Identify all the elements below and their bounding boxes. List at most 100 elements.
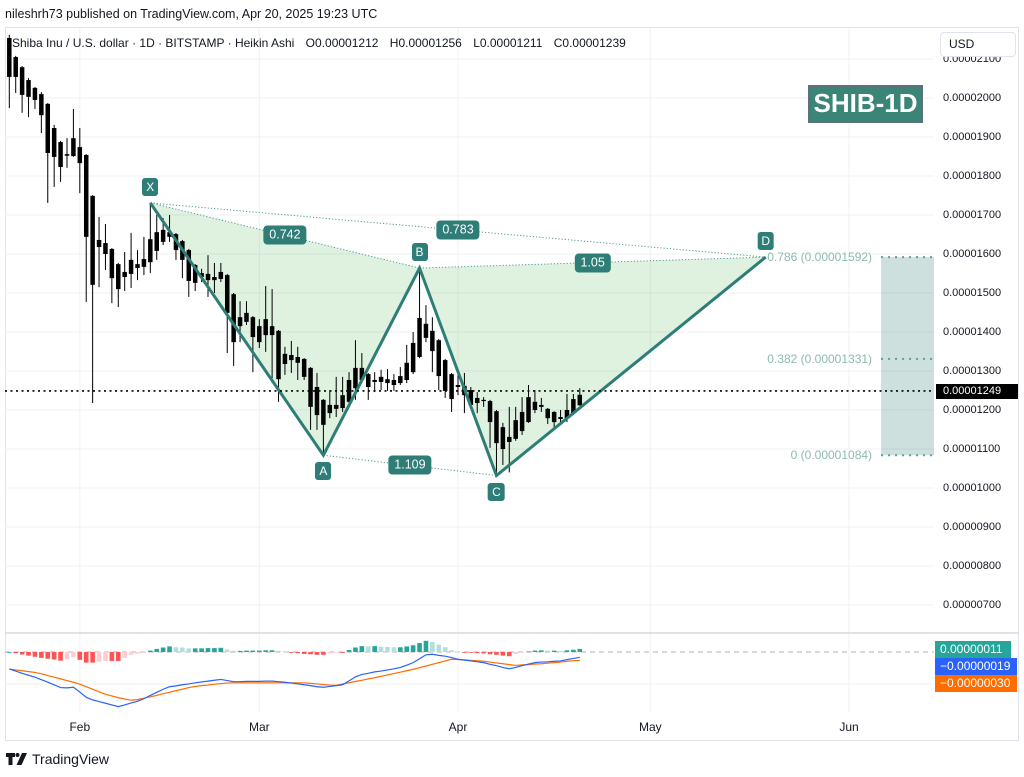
candle-body xyxy=(391,379,397,386)
macd-histogram-bar xyxy=(519,652,525,653)
pattern-ratio-line xyxy=(150,202,766,258)
xabcd-pattern-legs[interactable] xyxy=(149,202,767,479)
macd-histogram-bar xyxy=(353,647,358,652)
fib-level-label: 0.786 (0.00001592) xyxy=(767,250,873,265)
macd-histogram-bar xyxy=(314,652,320,655)
macd-histogram-bar xyxy=(545,650,551,652)
candle-body xyxy=(314,386,320,416)
macd-histogram-bar xyxy=(148,650,153,652)
macd-histogram-bar xyxy=(564,650,570,652)
macd-signal-line xyxy=(9,658,580,701)
harmonic-pattern-fill xyxy=(150,202,766,476)
macd-histogram-bar xyxy=(289,652,294,653)
time-axis-label: May xyxy=(638,720,662,734)
candle-body xyxy=(551,411,557,423)
macd-histogram-bar xyxy=(462,652,467,653)
candle-body xyxy=(64,154,70,156)
macd-histogram-bar xyxy=(186,648,192,652)
macd-histogram-bar xyxy=(308,652,313,655)
candle-body xyxy=(13,57,18,77)
macd-histogram-bar xyxy=(256,650,262,652)
macd-histogram-bar xyxy=(32,652,38,657)
symbol-legend: Shiba Inu / U.S. dollar · 1D · BITSTAMP … xyxy=(12,36,626,50)
macd-histogram-bar xyxy=(160,647,166,652)
macd-histogram-bar xyxy=(410,645,416,652)
macd-histogram-bar xyxy=(417,643,422,652)
macd-histogram-bar xyxy=(90,652,95,663)
macd-histogram-bar xyxy=(51,652,57,660)
macd-histogram-bar xyxy=(7,652,12,653)
macd-histogram-bar xyxy=(237,650,243,652)
fib-retracement-drawing[interactable] xyxy=(881,256,934,457)
macd-histogram-bar xyxy=(231,650,236,652)
fib-level-label: 0 (0.00001084) xyxy=(790,448,873,463)
last-price-badge: 0.00001249 xyxy=(936,384,1018,399)
candle-body xyxy=(500,427,506,449)
candle-body xyxy=(487,401,493,423)
fib-zone[interactable] xyxy=(881,257,934,456)
pattern-point-label-a: A xyxy=(315,462,332,481)
candle-body xyxy=(398,376,403,384)
price-axis-label: 0.00001700 xyxy=(943,209,1002,221)
macd-histogram-bar xyxy=(39,652,44,658)
tradingview-logo-icon xyxy=(6,753,27,765)
macd-histogram-bar xyxy=(154,648,160,652)
macd-histogram-bar xyxy=(218,647,224,652)
price-axis-label: 0.00001000 xyxy=(943,482,1002,494)
time-axis-label: Jun xyxy=(839,720,859,734)
macd-histogram-bar xyxy=(13,652,19,654)
macd-histogram-bar xyxy=(430,641,435,652)
macd-histogram-bar xyxy=(199,648,204,652)
macd-histogram-bar xyxy=(385,646,390,652)
macd-indicator-pane xyxy=(5,640,934,708)
candle-body xyxy=(167,232,172,237)
bcd-triangle-fill xyxy=(419,257,766,476)
macd-histogram-bar xyxy=(391,647,397,652)
price-axis-label: 0.00000900 xyxy=(943,521,1002,533)
candle-body xyxy=(539,404,544,407)
price-axis-label: 0.00001900 xyxy=(943,131,1002,143)
macd-histogram-bar xyxy=(282,651,288,653)
ohlc-high: H0.00001256 xyxy=(389,36,462,50)
candle-body xyxy=(321,399,326,425)
candle-body xyxy=(282,353,288,364)
candle-body xyxy=(481,399,486,402)
publish-info: nileshrh73 published on TradingView.com,… xyxy=(5,7,378,21)
chart-title-badge: SHIB-1D xyxy=(808,85,923,123)
candle-body xyxy=(109,248,115,279)
macd-histogram-bar xyxy=(103,652,108,661)
currency-button[interactable]: USD xyxy=(940,32,1016,57)
macd-histogram-bar xyxy=(494,652,499,655)
candle-body xyxy=(77,147,83,164)
macd-histogram-bar xyxy=(474,652,480,654)
macd-histogram-bar xyxy=(167,646,172,652)
candle-body xyxy=(257,326,262,343)
macd-histogram-bar xyxy=(192,648,198,652)
macd-histogram-bar xyxy=(128,652,134,655)
candle-body xyxy=(192,264,198,283)
candle-body xyxy=(39,94,44,116)
candle-body xyxy=(295,356,300,363)
macd-histogram-bar xyxy=(577,648,583,652)
candle-body xyxy=(51,128,57,157)
candlestick-series xyxy=(7,34,583,476)
candle-body xyxy=(436,340,442,377)
macd-histogram-bar xyxy=(449,650,454,652)
macd-line-value: −0.00000019 xyxy=(935,658,1017,675)
macd-histogram-bar xyxy=(340,652,345,653)
time-axis-label: Mar xyxy=(248,720,270,734)
candle-body xyxy=(545,408,550,419)
candle-body xyxy=(276,330,281,380)
candle-body xyxy=(116,264,121,290)
candle-body xyxy=(7,37,12,77)
candle-body xyxy=(122,271,127,278)
grid-lines xyxy=(5,28,1019,712)
macd-histogram-bar xyxy=(513,652,518,654)
candle-body xyxy=(32,87,38,100)
candle-body xyxy=(513,420,518,439)
candle-body xyxy=(385,379,390,384)
tradingview-logo[interactable]: TradingView xyxy=(6,751,109,767)
macd-histogram-bar xyxy=(532,650,538,652)
